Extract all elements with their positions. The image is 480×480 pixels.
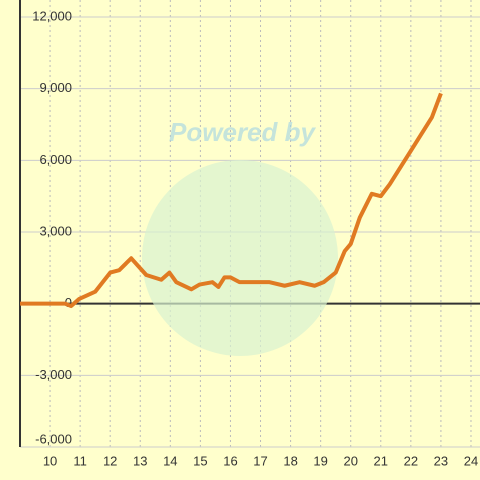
y-tick-label: -3,000: [35, 367, 72, 382]
y-tick-label: 6,000: [39, 152, 72, 167]
x-tick-label: 24: [464, 453, 478, 468]
y-tick-label: 3,000: [39, 223, 72, 238]
x-tick-label: 22: [404, 453, 418, 468]
line: [20, 92, 443, 309]
y-tick-label: 9,000: [39, 80, 72, 95]
x-tick-label: 23: [434, 453, 448, 468]
y-tick-label: -6,000: [35, 431, 72, 446]
x-tick-label: 20: [343, 453, 357, 468]
x-tick-label: 17: [253, 453, 267, 468]
x-tick-label: 10: [43, 453, 57, 468]
watermark-logo: [142, 160, 338, 356]
x-tick-label: 14: [163, 453, 177, 468]
x-tick-label: 19: [313, 453, 327, 468]
x-tick-label: 15: [193, 453, 207, 468]
x-tick-label: 18: [283, 453, 297, 468]
x-tick-label: 11: [73, 453, 87, 468]
x-tick-label: 13: [133, 453, 147, 468]
watermark: Powered by: [169, 117, 316, 147]
x-tick-label: 12: [103, 453, 117, 468]
x-tick-label: 16: [223, 453, 237, 468]
y-tick-label: 0: [65, 295, 72, 310]
x-tick-label: 21: [374, 453, 388, 468]
y-tick-label: 12,000: [32, 8, 72, 23]
